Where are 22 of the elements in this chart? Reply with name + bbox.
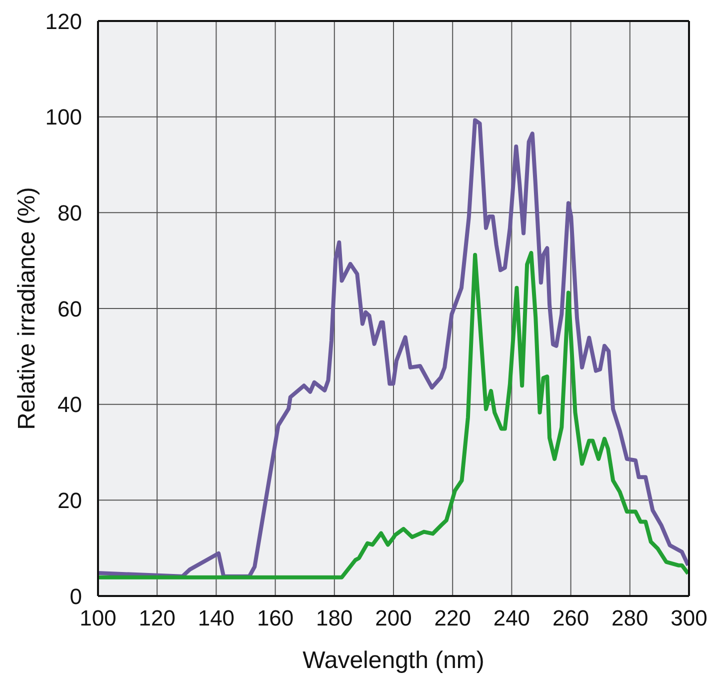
x-tick-label: 120 xyxy=(138,606,176,631)
y-tick-label: 60 xyxy=(58,296,82,322)
line-series xyxy=(98,250,689,580)
x-tick-label: 300 xyxy=(670,606,708,631)
x-tick-label: 280 xyxy=(612,606,648,631)
x-tick-label: 160 xyxy=(256,606,294,631)
x-tick-label: 180 xyxy=(316,606,353,631)
y-tick-label: 0 xyxy=(70,584,82,609)
x-tick-label: 140 xyxy=(198,606,235,631)
y-tick-label: 80 xyxy=(58,200,82,226)
y-tick-label: 100 xyxy=(45,104,82,130)
y-tick-label: 20 xyxy=(58,488,82,513)
y-tick-label: 120 xyxy=(45,8,82,34)
x-tick-label: 260 xyxy=(552,606,590,631)
x-tick-label: 100 xyxy=(80,606,116,631)
x-tick-label: 200 xyxy=(375,606,412,631)
y-tick-label: 40 xyxy=(58,392,82,418)
x-tick-label: 240 xyxy=(493,606,530,631)
x-axis-title: Wavelength (nm) xyxy=(302,647,484,674)
x-tick-label: 220 xyxy=(434,606,471,631)
y-axis-title: Relative irradiance (%) xyxy=(14,187,41,430)
line-series xyxy=(98,118,689,578)
